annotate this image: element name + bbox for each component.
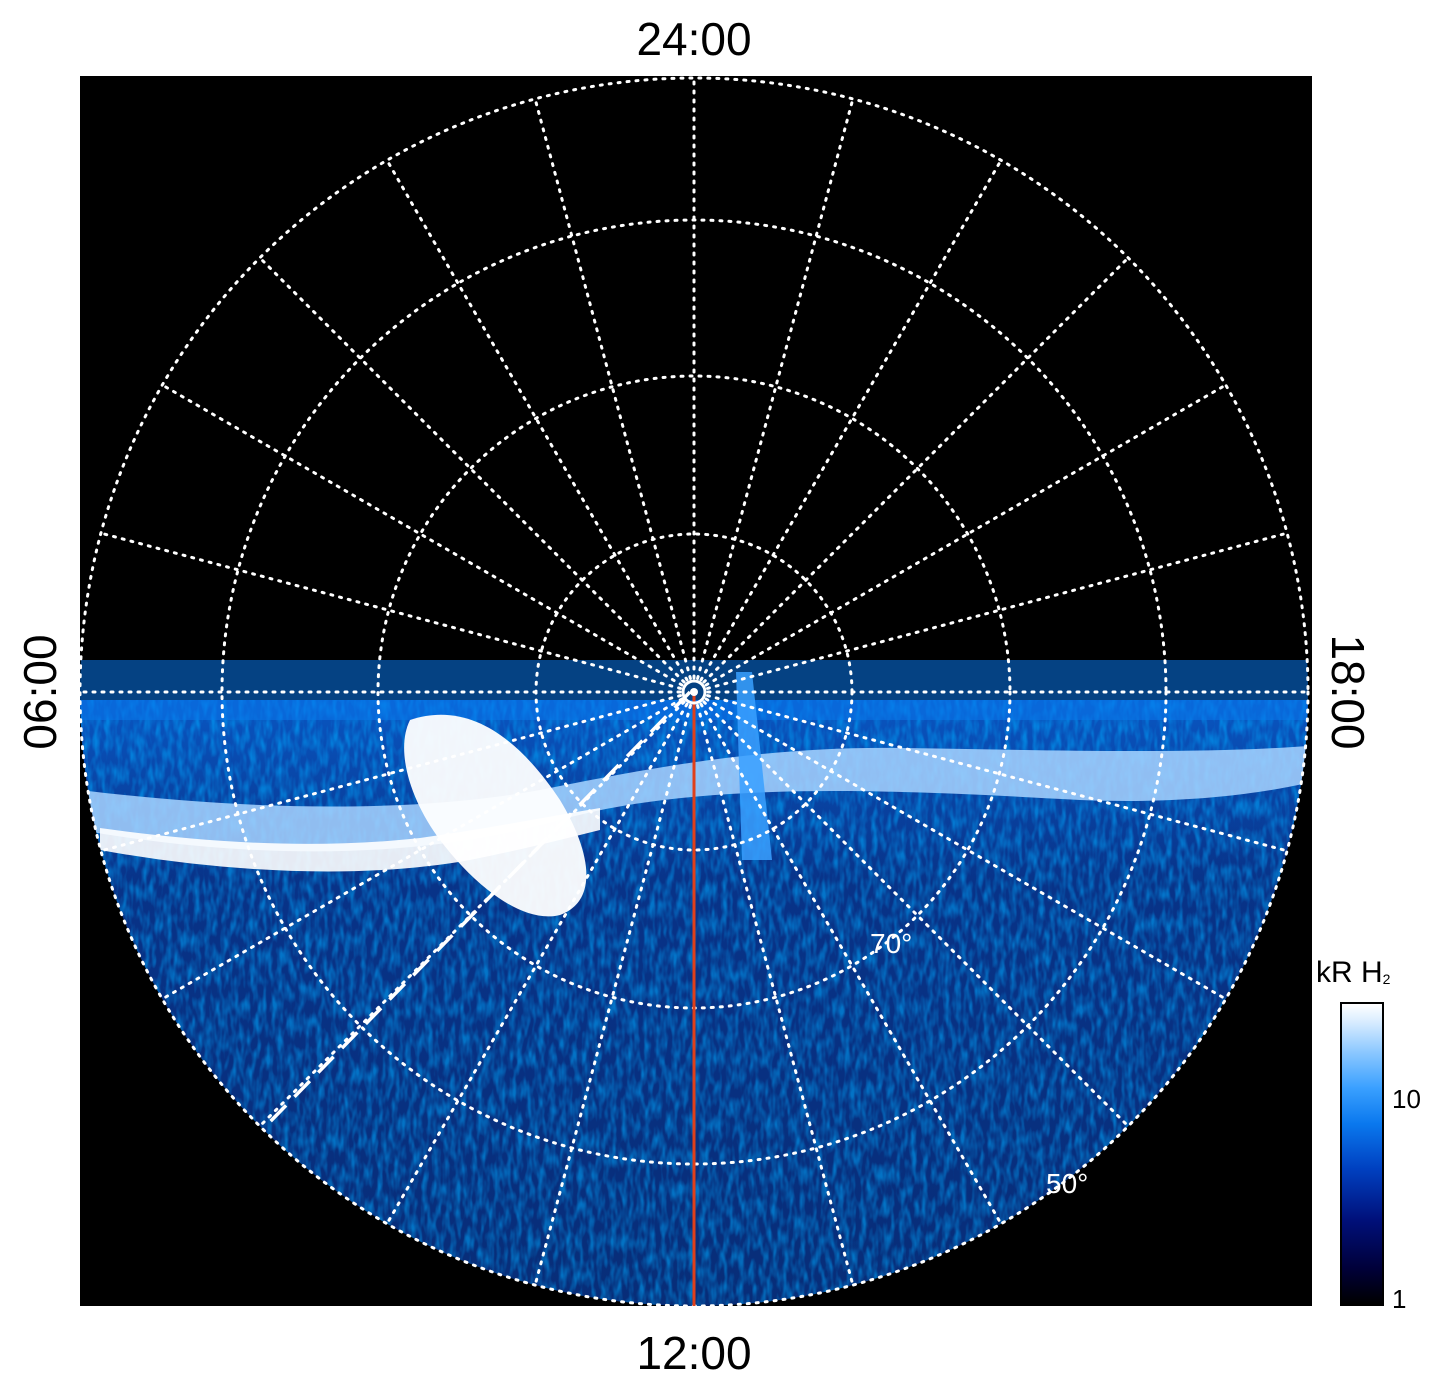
meridian-line-11 bbox=[533, 704, 692, 1287]
local-time-label-midnight: 24:00 bbox=[636, 13, 752, 65]
dashed-track-line bbox=[260, 690, 692, 1132]
latitude-circle-50 bbox=[80, 76, 1310, 1306]
meridian-line-20 bbox=[704, 383, 1228, 687]
colorbar-tick-10: 10 bbox=[1392, 1084, 1421, 1114]
meridian-line-17 bbox=[706, 694, 1289, 853]
meridian-line-2 bbox=[385, 158, 689, 682]
meridian-line-14 bbox=[699, 702, 1003, 1226]
meridian-line-13 bbox=[696, 704, 855, 1287]
meridian-line-5 bbox=[99, 531, 682, 690]
colorbar-title: kR H2 bbox=[1316, 956, 1390, 990]
colorbar-tick-1: 1 bbox=[1392, 1284, 1407, 1314]
meridian-line-1 bbox=[533, 97, 692, 680]
meridian-line-15 bbox=[702, 700, 1130, 1128]
latitude-label-70: 70° bbox=[870, 928, 913, 959]
bright-emission-blob bbox=[404, 714, 587, 917]
local-time-label-noon: 12:00 bbox=[636, 1327, 752, 1379]
meridian-line-7 bbox=[99, 694, 682, 853]
meridian-line-21 bbox=[702, 256, 1130, 684]
colorbar-title-subscript: 2 bbox=[1382, 971, 1391, 987]
meridian-line-10 bbox=[385, 702, 689, 1226]
latitude-label-50: 50° bbox=[1046, 1168, 1089, 1199]
meridian-line-23 bbox=[696, 97, 855, 680]
colorbar bbox=[1340, 1002, 1384, 1306]
meridian-line-8 bbox=[160, 697, 684, 1001]
meridian-line-16 bbox=[704, 697, 1228, 1001]
meridian-line-4 bbox=[160, 383, 684, 687]
meridian-grid bbox=[80, 76, 1310, 1306]
local-time-label-dawn: 06:00 bbox=[14, 634, 66, 750]
main-auroral-oval-band bbox=[80, 745, 1308, 852]
meridian-line-3 bbox=[258, 256, 686, 684]
meridian-line-19 bbox=[706, 531, 1289, 690]
pole-marker-outer bbox=[681, 679, 707, 705]
local-time-label-dusk: 18:00 bbox=[1322, 634, 1374, 750]
pole-marker-inner bbox=[690, 688, 698, 696]
meridian-line-22 bbox=[699, 158, 1003, 682]
colorbar-title-text: kR H bbox=[1316, 956, 1383, 989]
